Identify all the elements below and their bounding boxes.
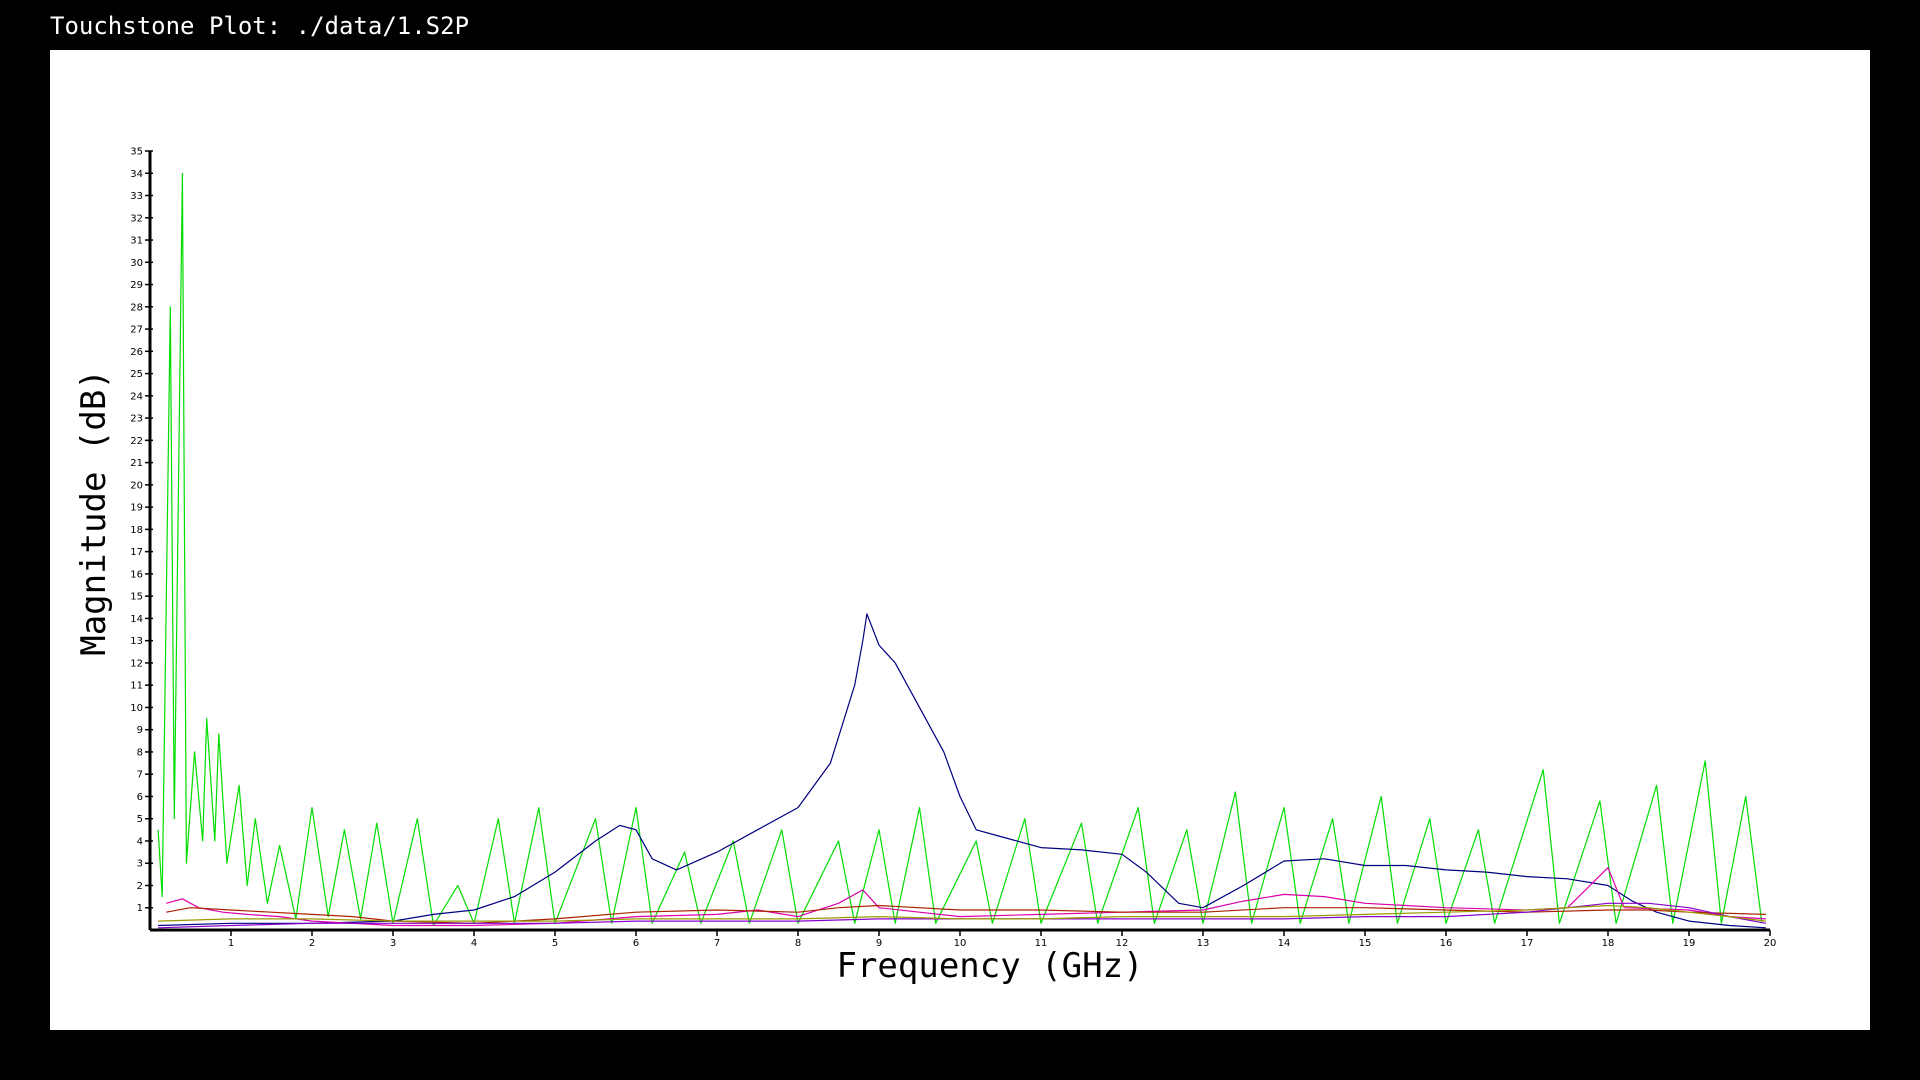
y-tick-label: 28 [130,302,143,313]
x-tick-label: 14 [1278,938,1291,949]
y-tick-label: 3 [137,859,143,870]
series-line-4 [166,904,1766,924]
y-tick-label: 32 [130,213,143,224]
y-tick-label: 22 [130,436,143,447]
y-tick-label: 21 [130,458,143,469]
chart-svg: 1 2 3 4 5 6 7 8 9 10 11 12 13 14 15 16 17 18 19 20 12345678… [74,147,1777,987]
y-tick-label: 9 [137,725,143,736]
x-tick-label: 11 [1035,938,1048,949]
y-tick-label: 16 [130,569,143,580]
x-tick-label: 16 [1440,938,1453,949]
y-tick-label: 10 [130,703,143,714]
x-tick-label: 10 [954,938,967,949]
y-tick-label: 20 [130,480,143,491]
x-tick-label: 8 [795,938,801,949]
y-tick-label: 34 [130,169,143,180]
y-tick-label: 26 [130,347,143,358]
y-tick-label: 5 [137,814,143,825]
series-line-2 [158,613,1766,929]
x-tick-label: 2 [309,938,315,949]
y-tick-label: 18 [130,525,143,536]
y-axis-title: Magnitude (dB) [74,369,114,656]
x-tick-label: 1 [228,938,234,949]
x-tick-label: 5 [552,938,558,949]
y-tick-label: 24 [130,391,143,402]
y-tick-label: 31 [130,236,143,247]
y-tick-label: 23 [130,414,143,425]
y-ticks: 1234567891011121314151617181920212223242… [130,147,153,914]
y-tick-label: 11 [130,681,143,692]
y-tick-label: 2 [137,881,143,892]
x-axis-title: Frequency (GHz) [836,946,1143,986]
y-tick-label: 25 [130,369,143,380]
x-tick-label: 12 [1116,938,1129,949]
y-tick-label: 19 [130,503,143,514]
y-tick-label: 1 [137,903,143,914]
y-tick-label: 17 [130,547,143,558]
series-layer [157,172,1767,929]
x-tick-label: 19 [1683,938,1696,949]
x-tick-label: 18 [1602,938,1615,949]
x-tick-label: 20 [1764,938,1777,949]
y-tick-label: 27 [130,325,143,336]
y-tick-label: 13 [130,636,143,647]
series-line-5 [158,902,1767,929]
series-line-1 [157,172,1763,927]
series-line-6 [158,904,1766,922]
x-tick-label: 15 [1359,938,1372,949]
x-tick-label: 7 [714,938,720,949]
x-tick-label: 13 [1197,938,1210,949]
x-tick-label: 6 [633,938,639,949]
y-tick-label: 14 [130,614,143,625]
y-tick-label: 35 [130,147,143,158]
x-tick-label: 17 [1521,938,1534,949]
x-tick-label: 4 [471,938,477,949]
y-tick-label: 4 [137,836,143,847]
x-tick-label: 3 [390,938,396,949]
y-tick-label: 15 [130,592,143,603]
y-tick-label: 30 [130,258,143,269]
y-tick-label: 29 [130,280,143,291]
y-tick-label: 12 [130,658,143,669]
x-ticks: 1 2 3 4 5 6 7 8 9 10 11 12 13 14 15 16 17 18 19 20 [228,930,1777,949]
window-title: Touchstone Plot: ./data/1.S2P [50,12,470,40]
y-tick-label: 6 [137,792,143,803]
y-tick-label: 33 [130,191,143,202]
y-tick-label: 8 [137,747,143,758]
x-tick-label: 9 [876,938,882,949]
y-tick-label: 7 [137,770,143,781]
